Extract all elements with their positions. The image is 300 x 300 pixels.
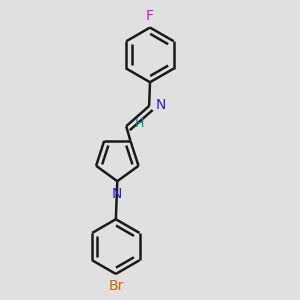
Text: H: H [135, 117, 145, 130]
Text: F: F [146, 9, 154, 23]
Text: N: N [156, 98, 166, 112]
Text: Br: Br [108, 279, 124, 293]
Text: N: N [112, 187, 122, 201]
